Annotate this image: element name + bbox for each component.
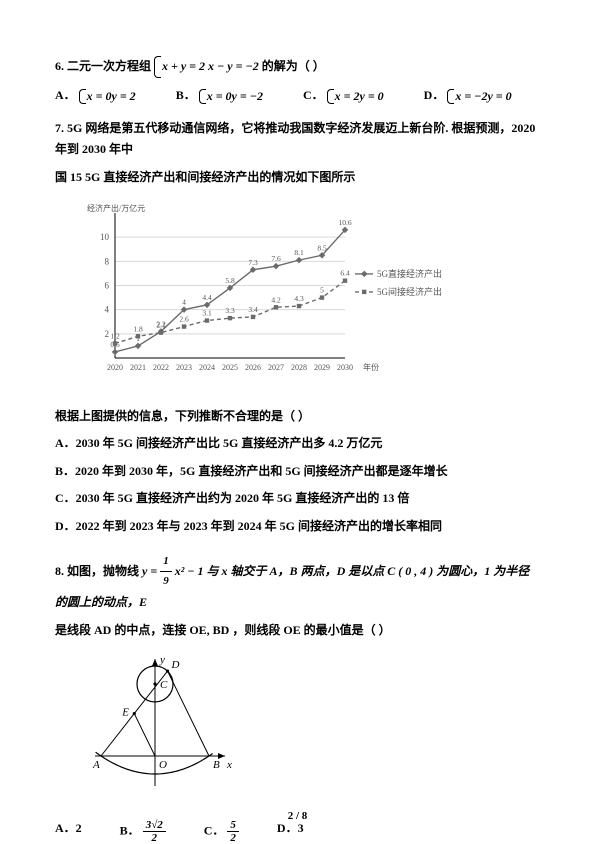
svg-text:E: E xyxy=(121,707,129,719)
q7-chart: 2 4 6 8 10 2020 2021 2022 2023 2024 2025 2026 2027 20… xyxy=(75,201,455,386)
question-6: 6. 二元一次方程组 x + y = 2 x − y = −2 的解为（ ） A… xyxy=(55,56,540,104)
svg-text:x: x xyxy=(226,759,232,771)
q7-opt-a: A．2030 年 5G 间接经济产出比 5G 直接经济产出多 4.2 万亿元 xyxy=(55,433,540,455)
svg-text:y: y xyxy=(159,654,165,666)
svg-text:8: 8 xyxy=(105,256,110,266)
svg-text:3.1: 3.1 xyxy=(202,308,212,317)
svg-text:8.5: 8.5 xyxy=(317,243,327,252)
q8-options: A．2 B． 3√22 C． 52 D．3 xyxy=(55,819,540,844)
q8-opt-d: D．3 xyxy=(277,819,304,844)
svg-text:经济产出/万亿元: 经济产出/万亿元 xyxy=(87,203,145,213)
svg-text:4.2: 4.2 xyxy=(271,295,281,304)
q7-opt-d: D．2022 年到 2023 年与 2023 年到 2024 年 5G 间接经济… xyxy=(55,516,540,538)
svg-text:2022: 2022 xyxy=(153,363,169,372)
svg-text:5.8: 5.8 xyxy=(225,275,235,284)
svg-text:1.8: 1.8 xyxy=(133,324,143,333)
svg-text:2020: 2020 xyxy=(107,363,123,372)
q7-opt-b: B．2020 年到 2030 年，5G 直接经济产出和 5G 间接经济产出都是逐… xyxy=(55,461,540,483)
svg-text:2.6: 2.6 xyxy=(179,314,189,323)
svg-text:5G直接经济产出: 5G直接经济产出 xyxy=(377,267,442,278)
q6-opt-a: A． x = 0y = 2 xyxy=(55,86,136,104)
svg-text:D: D xyxy=(171,659,180,671)
svg-text:2026: 2026 xyxy=(245,363,261,372)
q7-opt-c: C．2030 年 5G 直接经济产出约为 2020 年 5G 直接经济产出的 1… xyxy=(55,488,540,510)
svg-text:2028: 2028 xyxy=(291,363,307,372)
svg-text:A: A xyxy=(92,759,100,771)
svg-text:2021: 2021 xyxy=(130,363,146,372)
svg-text:8.1: 8.1 xyxy=(294,248,304,257)
svg-text:2023: 2023 xyxy=(176,363,192,372)
page-footer: 2 / 8 xyxy=(0,810,595,822)
svg-text:7.3: 7.3 xyxy=(248,257,258,266)
q6-opt-b: B． x = 0y = −2 xyxy=(176,86,263,104)
q6-eq1: x + y = 2 xyxy=(162,59,205,73)
svg-text:年份: 年份 xyxy=(363,362,379,372)
svg-text:6: 6 xyxy=(105,280,110,290)
q8-opt-c: C． 52 xyxy=(204,819,239,844)
svg-text:2027: 2027 xyxy=(268,363,284,372)
q7-prompt: 根据上图提供的信息，下列推断不合理的是（ ） xyxy=(55,406,540,428)
q6-stem: 6. 二元一次方程组 x + y = 2 x − y = −2 的解为（ ） xyxy=(55,56,540,78)
svg-text:C: C xyxy=(160,679,168,691)
svg-text:4: 4 xyxy=(182,297,186,306)
svg-text:10: 10 xyxy=(100,232,110,242)
svg-text:4: 4 xyxy=(105,304,110,314)
q8-opt-a: A．2 xyxy=(55,819,82,844)
q6-system: x + y = 2 x − y = −2 xyxy=(154,56,259,78)
svg-text:4.3: 4.3 xyxy=(294,294,304,303)
svg-text:2025: 2025 xyxy=(222,363,238,372)
svg-text:B: B xyxy=(213,759,220,771)
question-8: 8. 如图，抛物线 y = 1 9 x² − 1 与 x 轴交于 A，B 两点，… xyxy=(55,552,540,844)
svg-text:1.2: 1.2 xyxy=(110,331,120,340)
q8-pre: 8. 如图，抛物线 xyxy=(55,564,142,578)
svg-text:5: 5 xyxy=(320,285,324,294)
q6-eq2: x − y = −2 xyxy=(208,59,259,73)
svg-text:O: O xyxy=(159,759,167,771)
svg-text:10.6: 10.6 xyxy=(338,217,351,226)
svg-text:6.4: 6.4 xyxy=(340,268,350,277)
q6-opt-c: C． x = 2y = 0 xyxy=(303,86,384,104)
q6-suffix: 的解为（ ） xyxy=(262,59,325,73)
q6-prefix: 6. 二元一次方程组 xyxy=(55,59,151,73)
q6-opt-d: D． x = −2y = 0 xyxy=(424,86,512,104)
svg-text:5G间接经济产出: 5G间接经济产出 xyxy=(377,285,442,296)
q7-line1: 7. 5G 网络是第五代移动通信网络，它将推动我国数字经济发展迈上新台阶. 根据… xyxy=(55,118,540,161)
svg-text:2024: 2024 xyxy=(199,363,215,372)
q7-line2: 国 15 5G 直接经济产出和间接经济产出的情况如下图所示 xyxy=(55,167,540,189)
q8-stem2: 是线段 AD 的中点，连接 OE, BD ，则线段 OE 的最小值是（ ） xyxy=(55,620,540,642)
svg-text:2.1: 2.1 xyxy=(156,320,166,329)
q8-figure: A B O E DCx y xyxy=(85,651,245,801)
svg-text:3.4: 3.4 xyxy=(248,304,258,313)
svg-text:3.3: 3.3 xyxy=(225,306,235,315)
question-7: 7. 5G 网络是第五代移动通信网络，它将推动我国数字经济发展迈上新台阶. 根据… xyxy=(55,118,540,538)
q8-frac: 1 9 xyxy=(160,552,172,593)
svg-text:2029: 2029 xyxy=(314,363,330,372)
svg-text:7.6: 7.6 xyxy=(271,254,281,263)
svg-text:4.4: 4.4 xyxy=(202,292,212,301)
q8-stem1: 8. 如图，抛物线 y = 1 9 x² − 1 与 x 轴交于 A，B 两点，… xyxy=(55,552,540,614)
svg-text:2030: 2030 xyxy=(337,363,353,372)
q6-options: A． x = 0y = 2 B． x = 0y = −2 C． x = 2y =… xyxy=(55,86,540,104)
q8-opt-b: B． 3√22 xyxy=(120,819,166,844)
svg-text:2: 2 xyxy=(105,328,110,338)
